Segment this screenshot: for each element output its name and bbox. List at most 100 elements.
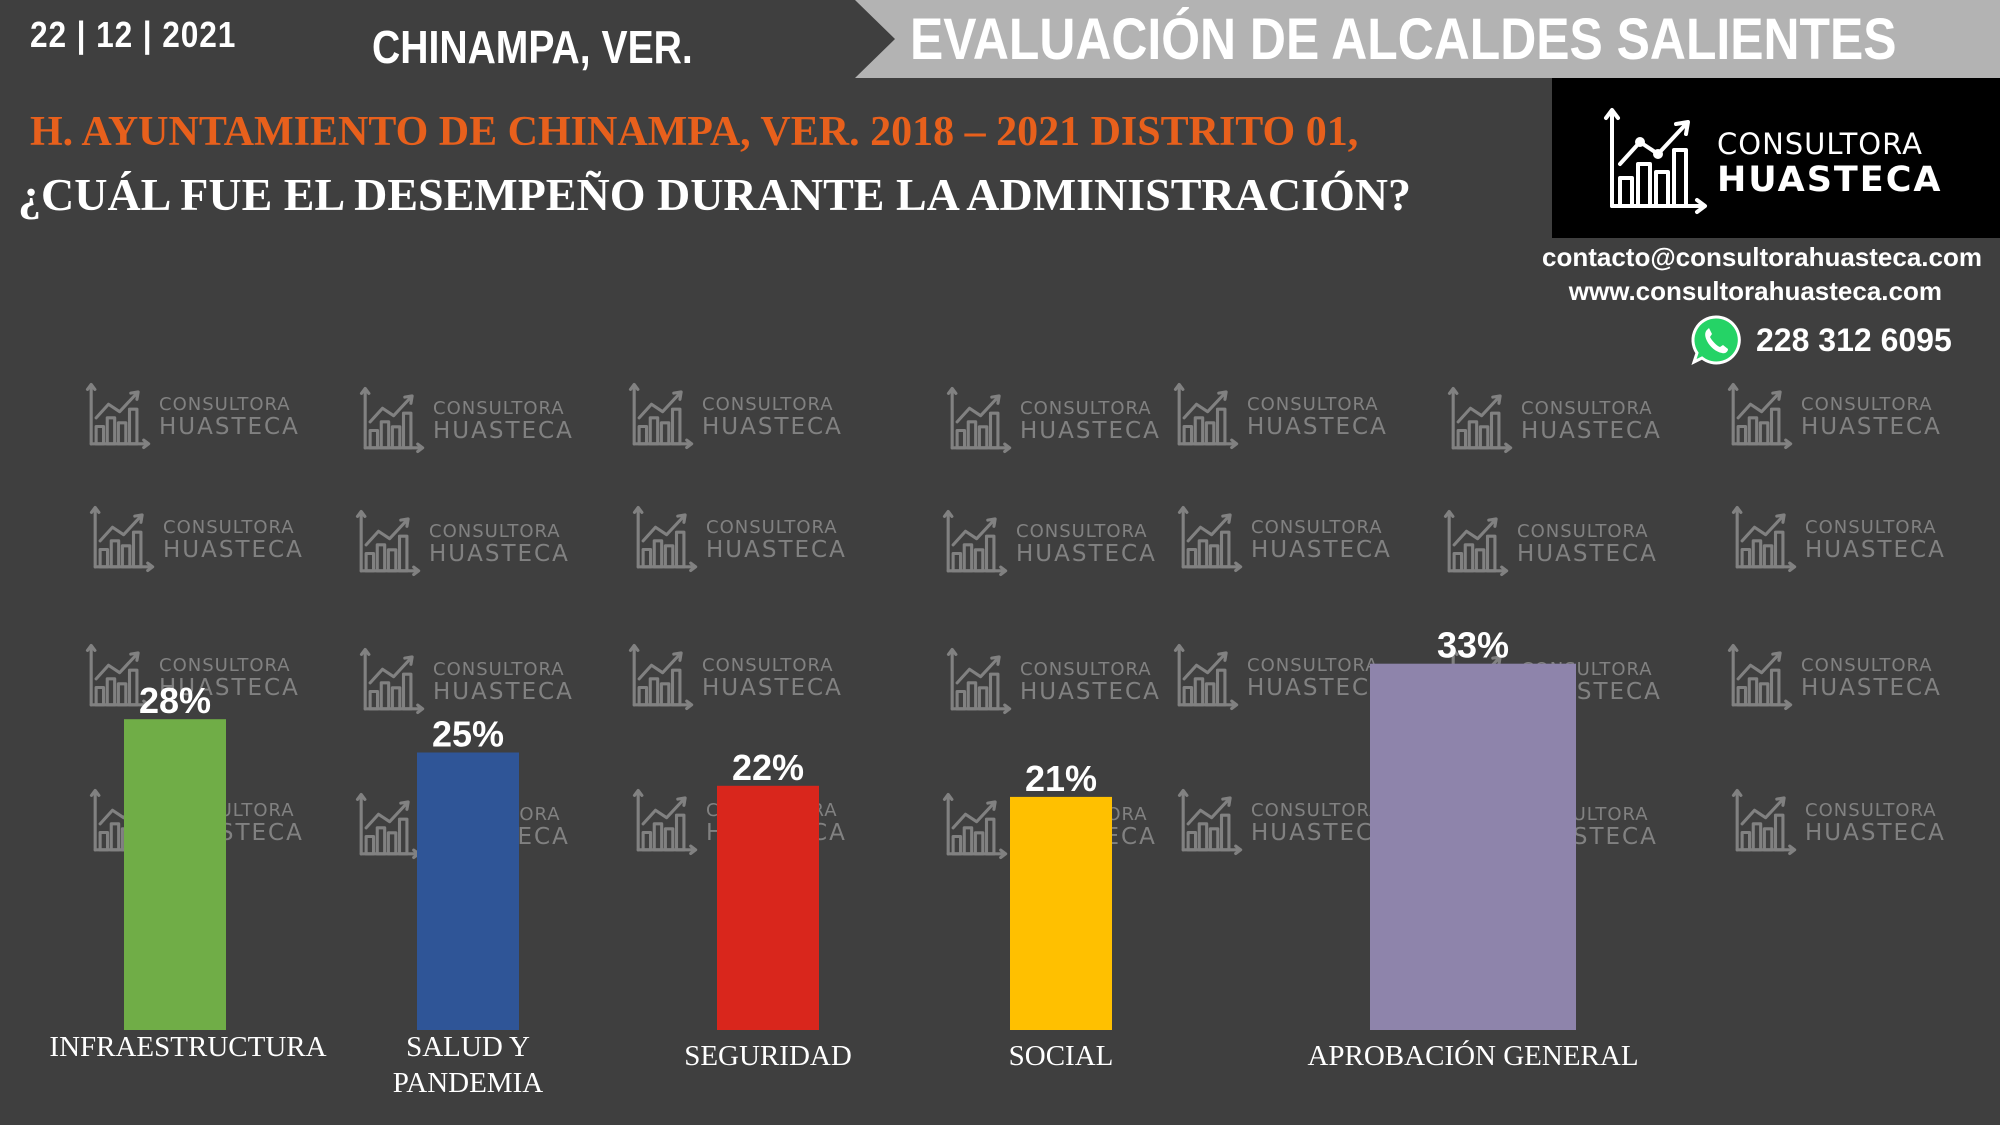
watermark-line1: CONSULTORA [1801, 394, 1933, 415]
watermark-line2: HUASTECA [163, 537, 304, 563]
watermark-line2: HUASTECA [702, 414, 843, 440]
watermark-line1: CONSULTORA [1020, 398, 1152, 419]
bar-1 [124, 719, 226, 1030]
question: ¿CUÁL FUE EL DESEMPEÑO DURANTE LA ADMINI… [18, 169, 1411, 220]
watermark-line2: HUASTECA [429, 541, 570, 567]
category-label: PANDEMIA [393, 1067, 543, 1099]
watermark-line2: HUASTECA [1805, 537, 1946, 563]
watermark-line2: HUASTECA [1020, 418, 1161, 444]
contact-info: contacto@consultorahuasteca.com www.cons… [1542, 240, 1982, 308]
date-label: 22 | 12 | 2021 [30, 14, 237, 55]
growth-chart-icon [1177, 788, 1243, 856]
growth-chart-icon [632, 505, 698, 573]
contact-phone: 228 312 6095 [1690, 314, 1952, 366]
value-label: 21% [1025, 758, 1097, 799]
watermark-line2: HUASTECA [706, 537, 847, 563]
watermark-line2: HUASTECA [433, 418, 574, 444]
contact-website[interactable]: www.consultorahuasteca.com [1568, 276, 1942, 306]
logo-line2: HUASTECA [1717, 160, 1943, 200]
growth-chart-icon [85, 382, 151, 450]
growth-chart-icon [1173, 382, 1239, 450]
growth-chart-icon [359, 386, 425, 454]
phone-number[interactable]: 228 312 6095 [1756, 321, 1952, 358]
watermark-line2: HUASTECA [1517, 541, 1658, 567]
watermark-line1: CONSULTORA [1020, 659, 1152, 680]
growth-chart-icon [359, 647, 425, 715]
bar-4 [1010, 796, 1112, 1030]
growth-chart-icon [89, 505, 155, 573]
growth-chart-icon [946, 386, 1012, 454]
banner-title: EVALUACIÓN DE ALCALDES SALIENTES [910, 7, 1897, 72]
growth-chart-icon [1604, 108, 1707, 214]
logo-line1: CONSULTORA [1717, 127, 1923, 161]
growth-chart-icon [1727, 382, 1793, 450]
category-label: SOCIAL [1009, 1040, 1114, 1072]
watermark-line1: CONSULTORA [433, 659, 565, 680]
contact-email[interactable]: contacto@consultorahuasteca.com [1541, 242, 1982, 272]
watermark-line1: CONSULTORA [1251, 800, 1383, 821]
growth-chart-icon [628, 643, 694, 711]
watermark-line2: HUASTECA [159, 414, 300, 440]
watermark-line1: CONSULTORA [1805, 800, 1937, 821]
bar-3 [717, 785, 819, 1030]
watermark-line2: HUASTECA [433, 679, 574, 705]
watermark-line2: HUASTECA [1247, 675, 1388, 701]
growth-chart-icon [355, 792, 421, 860]
category-label: INFRAESTRUCTURA [49, 1031, 326, 1063]
category-label: SALUD Y [406, 1031, 530, 1063]
watermark-line1: CONSULTORA [1016, 521, 1148, 542]
watermark-line2: HUASTECA [1247, 414, 1388, 440]
growth-chart-icon [1731, 788, 1797, 856]
watermark-line1: CONSULTORA [702, 394, 834, 415]
watermark-line2: HUASTECA [1805, 820, 1946, 846]
bar-5 [1370, 663, 1576, 1030]
watermark-line1: CONSULTORA [1521, 398, 1653, 419]
watermark-line1: CONSULTORA [1247, 394, 1379, 415]
watermark-line1: CONSULTORA [706, 517, 838, 538]
category-label: SEGURIDAD [684, 1040, 852, 1072]
value-label: 28% [139, 680, 211, 721]
watermark-line2: HUASTECA [1801, 414, 1942, 440]
watermark-line1: CONSULTORA [159, 394, 291, 415]
watermark-line2: HUASTECA [1251, 537, 1392, 563]
watermark-line1: CONSULTORA [702, 655, 834, 676]
value-label: 25% [432, 714, 504, 755]
watermark-line2: HUASTECA [1801, 675, 1942, 701]
watermark-line1: CONSULTORA [1247, 655, 1379, 676]
growth-chart-icon [355, 509, 421, 577]
watermark-line1: CONSULTORA [1805, 517, 1937, 538]
watermark-line1: CONSULTORA [1801, 655, 1933, 676]
value-label: 22% [732, 747, 804, 788]
bar-2 [417, 752, 519, 1030]
watermark-line1: CONSULTORA [1517, 521, 1649, 542]
growth-chart-icon [1731, 505, 1797, 573]
growth-chart-icon [942, 792, 1008, 860]
growth-chart-icon [942, 509, 1008, 577]
watermark-line2: HUASTECA [1251, 820, 1392, 846]
watermark-line2: HUASTECA [159, 675, 300, 701]
category-label: APROBACIÓN GENERAL [1307, 1039, 1638, 1072]
watermark-line2: HUASTECA [1020, 679, 1161, 705]
